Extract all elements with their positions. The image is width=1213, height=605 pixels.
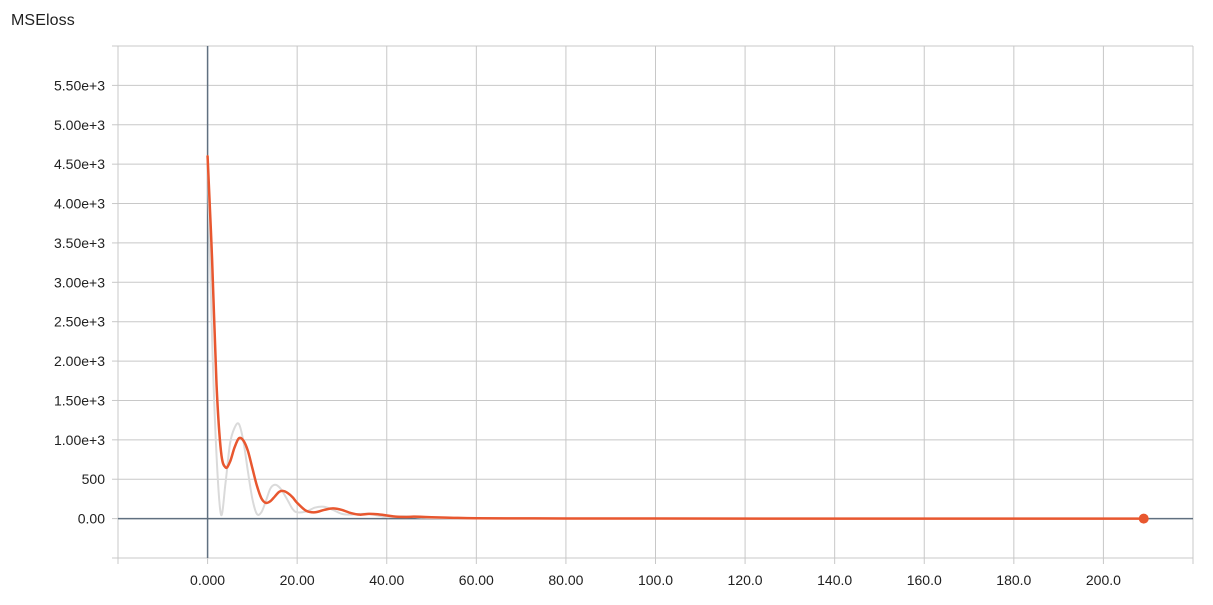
y-tick-label: 5.50e+3 bbox=[54, 77, 105, 93]
series-layer bbox=[206, 155, 1149, 524]
raw-series-line bbox=[206, 155, 1145, 520]
x-tick-label: 140.0 bbox=[817, 572, 852, 588]
x-tick-label: 160.0 bbox=[907, 572, 942, 588]
x-tick-label: 40.00 bbox=[369, 572, 404, 588]
grid bbox=[112, 45, 1194, 564]
y-tick-label: 1.00e+3 bbox=[54, 432, 105, 448]
y-tick-label: 0.00 bbox=[78, 511, 105, 527]
chart-title: MSEloss bbox=[11, 12, 75, 29]
x-tick-label: 180.0 bbox=[996, 572, 1031, 588]
x-tick-label: 20.00 bbox=[280, 572, 315, 588]
y-tick-label: 4.00e+3 bbox=[54, 196, 105, 212]
y-tick-label: 2.50e+3 bbox=[54, 314, 105, 330]
y-tick-label: 2.00e+3 bbox=[54, 353, 105, 369]
y-tick-label: 4.50e+3 bbox=[54, 156, 105, 172]
tick-labels: 0.00 500 1.00e+3 1.50e+3 2.00e+3 2.50e+3 3.00e… bbox=[54, 77, 1121, 588]
x-tick-label: 60.00 bbox=[459, 572, 494, 588]
x-tick-label: 100.0 bbox=[638, 572, 673, 588]
smoothed-series-line bbox=[206, 155, 1145, 520]
y-tick-label: 5.00e+3 bbox=[54, 117, 105, 133]
series-endpoint-marker bbox=[1138, 513, 1149, 524]
y-tick-label: 1.50e+3 bbox=[54, 392, 105, 408]
x-tick-label: 80.00 bbox=[548, 572, 583, 588]
x-tick-label: 0.000 bbox=[190, 572, 225, 588]
x-tick-label: 120.0 bbox=[728, 572, 763, 588]
y-tick-label: 3.00e+3 bbox=[54, 274, 105, 290]
x-tick-label: 200.0 bbox=[1086, 572, 1121, 588]
y-tick-label: 3.50e+3 bbox=[54, 235, 105, 251]
y-tick-label: 500 bbox=[82, 471, 106, 487]
